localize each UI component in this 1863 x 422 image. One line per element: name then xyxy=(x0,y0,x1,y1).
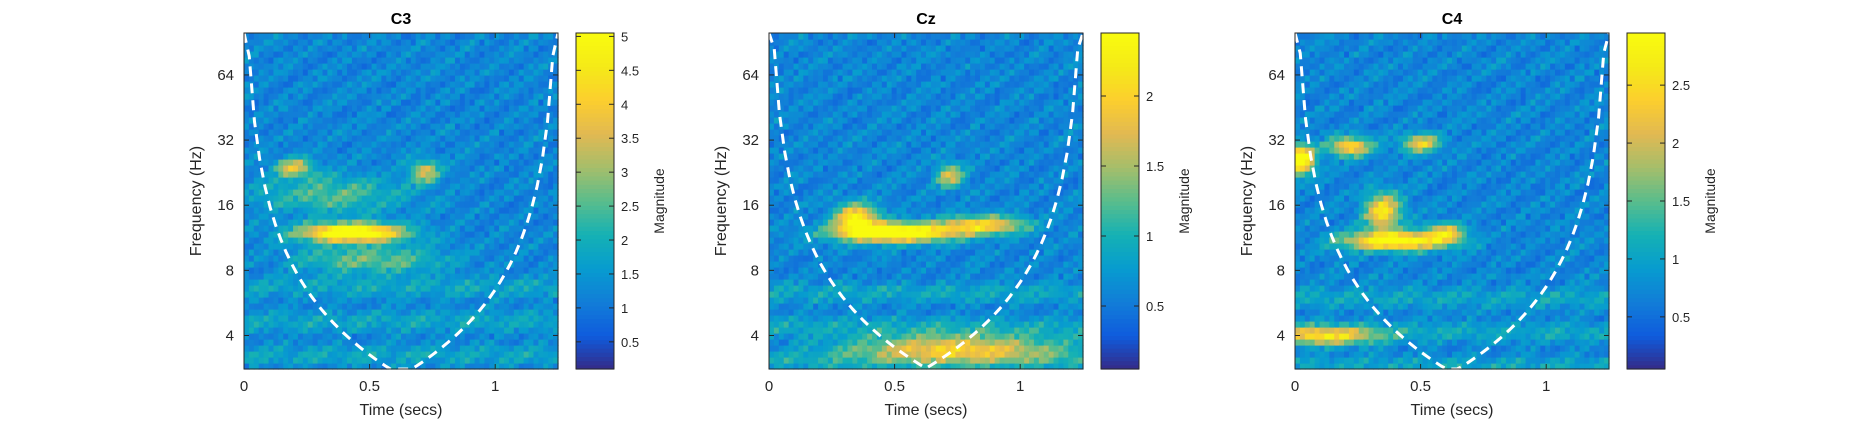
colorbar-tick-label: 2 xyxy=(621,233,628,248)
colorbar-tick-label: 2 xyxy=(1146,89,1153,104)
y-tick-label: 32 xyxy=(1268,132,1285,149)
y-tick-label: 16 xyxy=(1268,197,1285,214)
y-tick-label: 4 xyxy=(751,327,759,344)
y-tick-label: 4 xyxy=(226,327,234,344)
colorbar-tick-label: 1.5 xyxy=(1146,159,1164,174)
y-tick-label: 16 xyxy=(217,197,234,214)
panel-c4: 0 0.5 1 4 8 16 32 64 C4 Time (secs) Frequency (Hz)… xyxy=(1239,11,1718,419)
x-tick-label: 0 xyxy=(1291,378,1299,395)
colorbar-tick-label: 1.5 xyxy=(1672,194,1690,209)
x-tick-label: 0.5 xyxy=(1410,378,1431,395)
chart-title: C4 xyxy=(1442,11,1463,28)
cone-of-influence xyxy=(767,32,1085,371)
y-tick-label: 4 xyxy=(1277,327,1285,344)
colorbar-label: Magnitude xyxy=(1702,168,1718,234)
colorbar-tick-label: 4.5 xyxy=(621,63,639,78)
x-tick-label: 0.5 xyxy=(884,378,905,395)
x-tick-label: 0.5 xyxy=(359,378,380,395)
colorbar-cz: 0.5 1 1.5 2 Magnitude xyxy=(1100,32,1192,370)
y-tick-label: 32 xyxy=(742,132,759,149)
y-tick-label: 16 xyxy=(742,197,759,214)
colorbar-tick-label: 5 xyxy=(621,29,628,44)
colorbar-tick-label: 2.5 xyxy=(1672,78,1690,93)
x-axis-label: Time (secs) xyxy=(1411,402,1494,419)
colorbar-tick-label: 1 xyxy=(621,301,628,316)
heatmap-c4 xyxy=(1295,33,1610,370)
colorbar-tick-label: 1.5 xyxy=(621,267,639,282)
y-tick-label: 64 xyxy=(742,67,759,84)
y-tick-label: 32 xyxy=(217,132,234,149)
y-axis-label: Frequency (Hz) xyxy=(713,146,730,256)
colorbar-label: Magnitude xyxy=(1176,168,1192,234)
colorbar-c4: 0.5 1 1.5 2 2.5 Magnitude xyxy=(1626,32,1718,370)
x-axis-label: Time (secs) xyxy=(360,402,443,419)
y-tick-label: 64 xyxy=(217,67,234,84)
axes-box xyxy=(243,32,559,370)
x-tick-label: 0 xyxy=(765,378,773,395)
x-tick-label: 1 xyxy=(1542,378,1550,395)
y-axis-label: Frequency (Hz) xyxy=(1239,146,1256,256)
colorbar-tick-label: 1 xyxy=(1146,229,1153,244)
y-axis-label: Frequency (Hz) xyxy=(188,146,205,256)
colorbar-tick-label: 0.5 xyxy=(1146,299,1164,314)
colorbar-tick-label: 3 xyxy=(621,165,628,180)
x-axis-label: Time (secs) xyxy=(885,402,968,419)
axes-box xyxy=(768,32,1084,370)
colorbar-c3: 0.5 1 1.5 2 2.5 3 3.5 4 4.5 5 Magnitude xyxy=(575,29,667,370)
x-tick-label: 0 xyxy=(240,378,248,395)
colorbar-tick-label: 4 xyxy=(621,97,628,112)
panel-cz: 0 0.5 1 4 8 16 32 64 Cz Time (secs) Frequency (Hz)… xyxy=(713,11,1192,419)
colorbar-tick-label: 1 xyxy=(1672,252,1679,267)
y-tick-label: 8 xyxy=(751,262,759,279)
heatmap-c3 xyxy=(244,33,559,370)
colorbar-tick-label: 3.5 xyxy=(621,131,639,146)
colorbar-tick-label: 2 xyxy=(1672,136,1679,151)
chart-title: Cz xyxy=(916,11,936,28)
heatmap-cz xyxy=(769,33,1084,370)
y-tick-label: 64 xyxy=(1268,67,1285,84)
x-tick-label: 1 xyxy=(491,378,499,395)
y-tick-label: 8 xyxy=(1277,262,1285,279)
axes-box xyxy=(1294,32,1610,370)
x-tick-label: 1 xyxy=(1016,378,1024,395)
colorbar-tick-label: 2.5 xyxy=(621,199,639,214)
colorbar-tick-label: 0.5 xyxy=(1672,310,1690,325)
chart-title: C3 xyxy=(391,11,412,28)
colorbar-tick-label: 0.5 xyxy=(621,335,639,350)
colorbar-label: Magnitude xyxy=(651,168,667,234)
y-tick-label: 8 xyxy=(226,262,234,279)
